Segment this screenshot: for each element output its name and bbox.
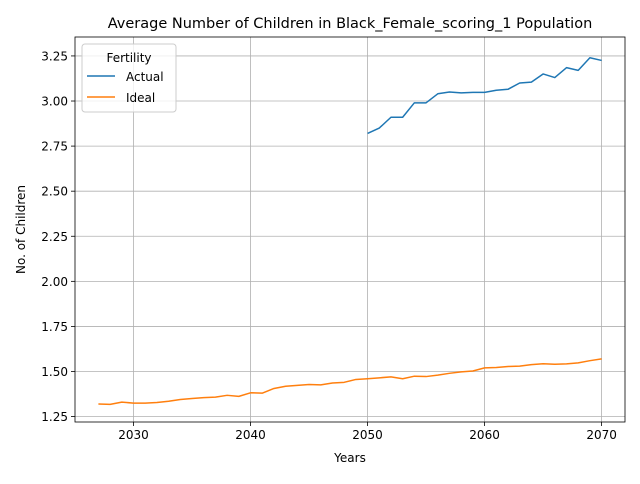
legend-label-actual: Actual <box>126 70 164 84</box>
chart-title: Average Number of Children in Black_Fema… <box>108 16 593 32</box>
legend-title: Fertility <box>106 51 151 65</box>
y-tick-label: 3.00 <box>41 95 68 109</box>
series-line-ideal <box>98 358 602 406</box>
y-tick-label: 1.75 <box>41 320 68 334</box>
y-tick-label: 1.50 <box>41 365 68 379</box>
grid <box>75 37 625 422</box>
y-tick-label: 3.25 <box>41 49 68 63</box>
legend-label-ideal: Ideal <box>126 91 155 105</box>
x-tick-label: 2060 <box>469 428 500 442</box>
x-tick-label: 2050 <box>352 428 383 442</box>
plot-frame <box>74 36 626 423</box>
axis-ticks: 2030 2040 2050 2060 2070 1.25 1.50 1.75 2.00 2.25… <box>41 49 617 442</box>
x-tick-label: 2040 <box>235 428 266 442</box>
y-tick-label: 2.50 <box>41 185 68 199</box>
x-axis-label: Years <box>333 451 366 465</box>
legend: Fertility Actual Ideal <box>81 43 177 113</box>
y-axis-label: No. of Children <box>14 185 28 274</box>
series-lines <box>98 56 602 406</box>
x-tick-label: 2030 <box>118 428 149 442</box>
legend-box <box>81 43 177 113</box>
y-tick-label: 2.00 <box>41 275 68 289</box>
x-tick-label: 2070 <box>586 428 617 442</box>
y-tick-label: 1.25 <box>41 410 68 424</box>
y-tick-label: 2.25 <box>41 230 68 244</box>
y-tick-label: 2.75 <box>41 140 68 154</box>
series-line-actual <box>367 56 602 135</box>
